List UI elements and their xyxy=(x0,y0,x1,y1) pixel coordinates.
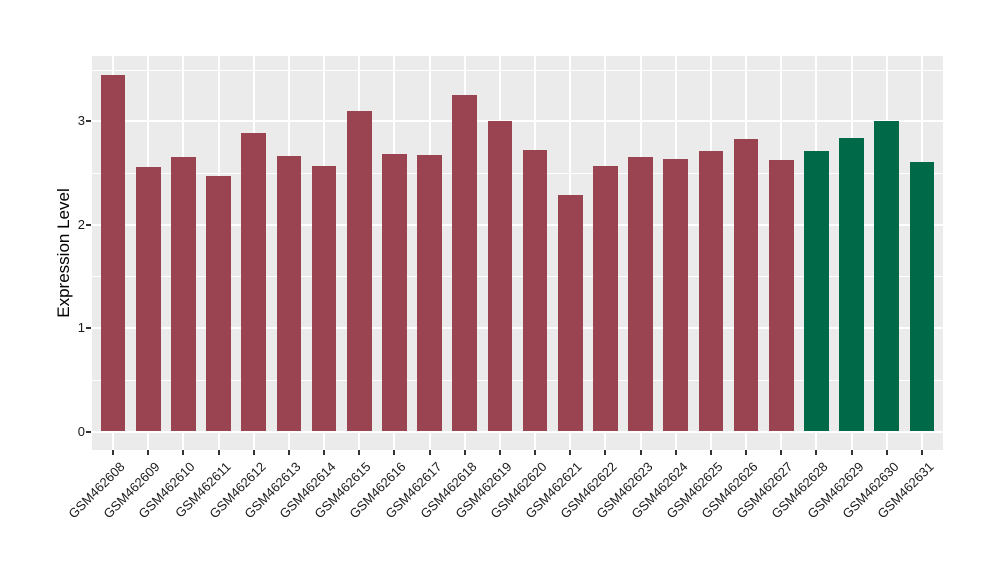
x-tick-mark xyxy=(850,450,853,455)
bar-GSM462616 xyxy=(382,154,407,432)
x-tick-mark xyxy=(112,450,115,455)
bar-GSM462623 xyxy=(628,157,653,432)
bar-GSM462625 xyxy=(698,151,724,432)
x-tick-mark xyxy=(604,450,607,455)
x-tick-mark xyxy=(182,450,185,455)
y-tick-label-2: 2 xyxy=(77,216,85,232)
minor-gridline xyxy=(92,173,943,174)
bar-GSM462613 xyxy=(276,156,302,432)
x-tick-mark xyxy=(217,450,220,455)
y-tick-label-1: 1 xyxy=(77,320,85,336)
x-tick-mark xyxy=(674,450,677,455)
y-tick-label-3: 3 xyxy=(77,113,85,129)
major-gridline xyxy=(92,223,943,226)
minor-gridline xyxy=(92,276,943,278)
minor-gridline xyxy=(92,379,943,381)
x-tick-mark xyxy=(569,450,572,455)
x-tick-mark xyxy=(358,450,361,455)
bar-GSM462610 xyxy=(171,157,196,432)
bar-GSM462612 xyxy=(241,132,267,432)
x-tick-mark xyxy=(428,450,431,455)
bar-GSM462614 xyxy=(311,165,337,432)
bar-GSM462615 xyxy=(346,110,372,432)
bar-GSM462624 xyxy=(663,158,689,432)
bar-GSM462619 xyxy=(487,121,513,432)
bar-GSM462626 xyxy=(733,138,759,432)
bar-GSM462627 xyxy=(768,159,794,432)
bar-GSM462618 xyxy=(452,95,478,432)
x-tick-mark xyxy=(885,450,888,455)
y-tick-mark xyxy=(86,430,91,433)
bar-GSM462621 xyxy=(557,194,583,432)
y-tick-mark xyxy=(86,223,91,226)
x-tick-mark xyxy=(393,450,396,455)
y-tick-mark xyxy=(86,120,91,123)
x-tick-mark xyxy=(780,450,783,455)
x-tick-mark xyxy=(639,450,642,455)
x-tick-mark xyxy=(709,450,712,455)
x-tick-mark xyxy=(815,450,818,455)
bar-GSM462608 xyxy=(100,74,126,432)
bar-GSM462622 xyxy=(593,165,618,432)
y-tick-label-0: 0 xyxy=(77,423,85,439)
major-gridline xyxy=(92,430,943,433)
x-tick-mark xyxy=(252,450,255,455)
y-axis-title: Expression Level xyxy=(54,188,73,318)
x-tick-mark xyxy=(463,450,466,455)
major-gridline xyxy=(92,120,943,123)
x-tick-mark xyxy=(498,450,501,455)
bar-GSM462620 xyxy=(522,150,548,432)
bar-GSM462629 xyxy=(839,137,864,432)
x-tick-mark xyxy=(534,450,537,455)
x-tick-mark xyxy=(147,450,150,455)
bar-GSM462617 xyxy=(417,155,442,432)
bar-GSM462611 xyxy=(206,176,231,432)
bar-GSM462609 xyxy=(135,166,161,432)
bar-GSM462630 xyxy=(874,121,900,432)
x-tick-mark xyxy=(287,450,290,455)
major-gridline xyxy=(92,327,943,330)
plot-panel xyxy=(92,56,943,450)
x-tick-mark xyxy=(920,450,923,455)
minor-gridline xyxy=(92,69,943,71)
bar-GSM462631 xyxy=(909,161,935,432)
bar-GSM462628 xyxy=(804,151,829,432)
x-tick-mark xyxy=(323,450,326,455)
x-tick-mark xyxy=(745,450,748,455)
y-tick-mark xyxy=(86,327,91,330)
